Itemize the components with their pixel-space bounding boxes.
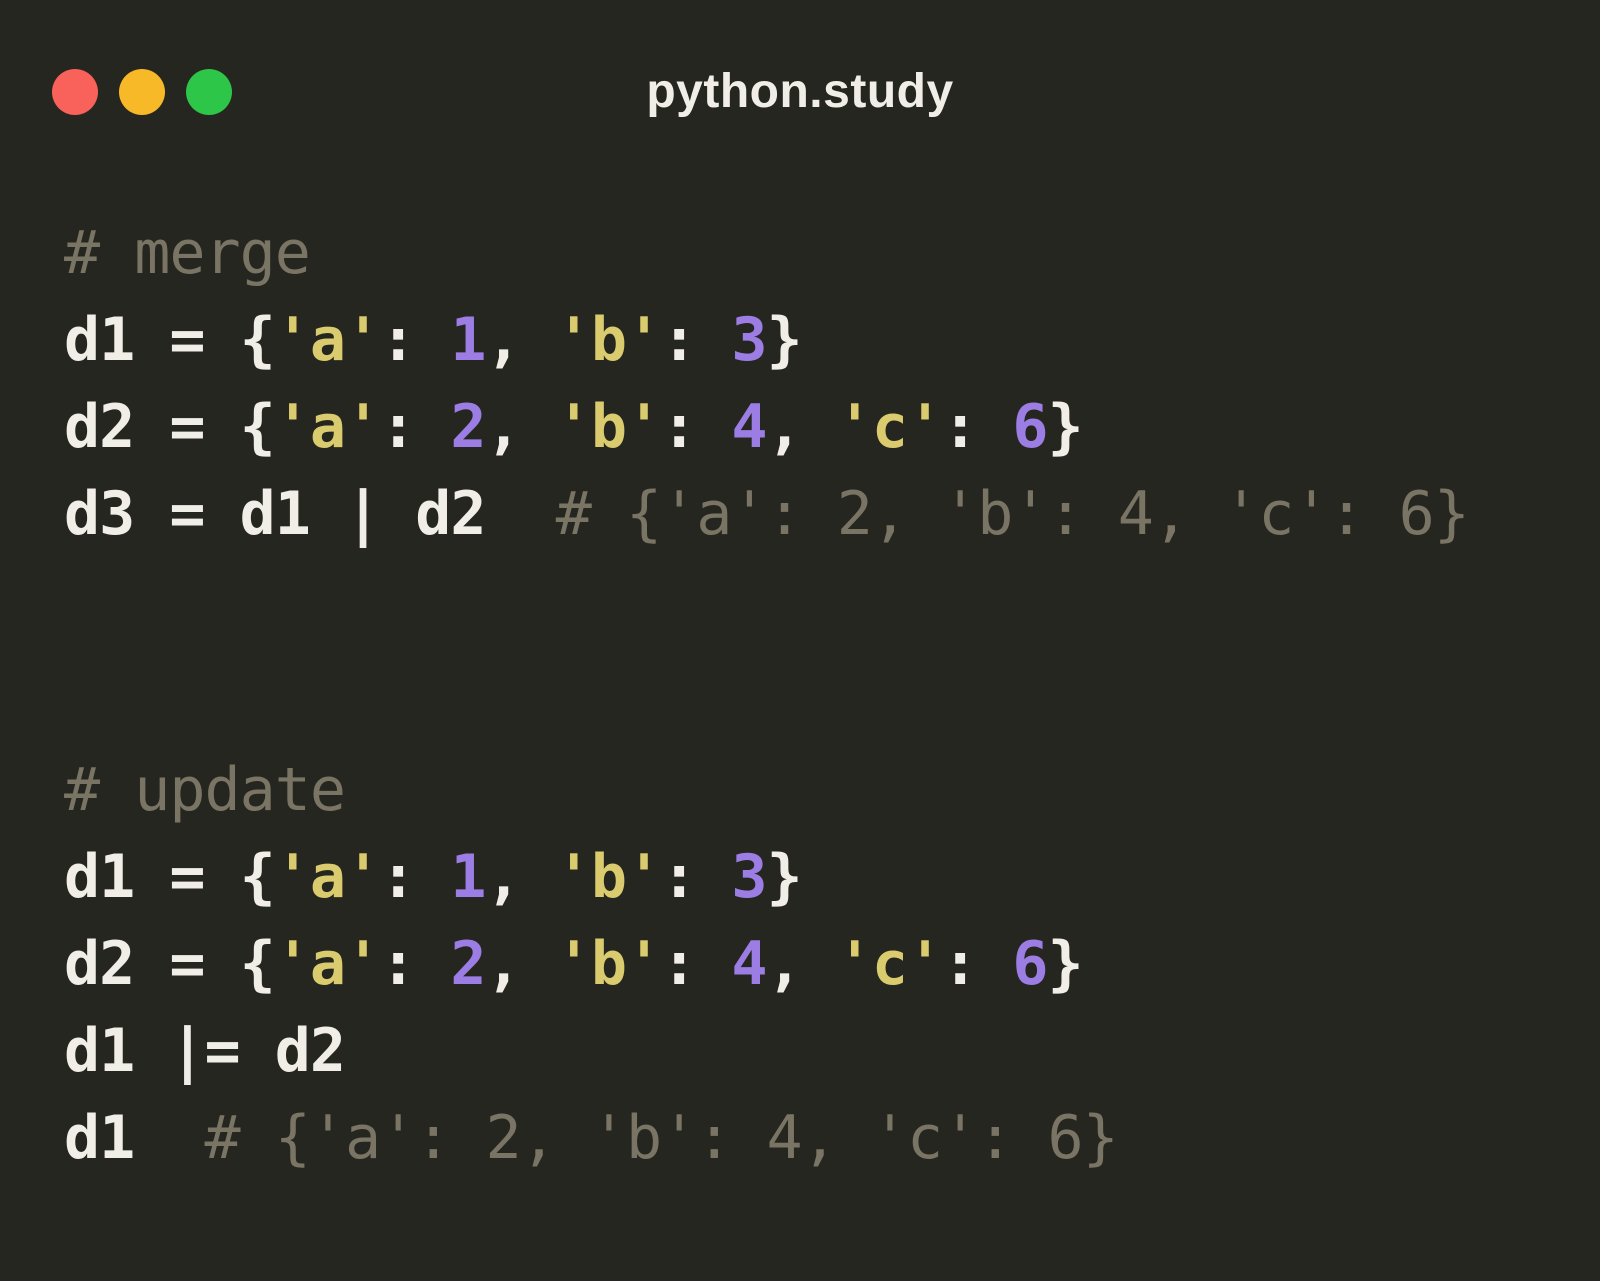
token-string: 'b'	[555, 842, 662, 912]
code-line: # merge	[64, 210, 1580, 297]
token-plain: d1 = {	[64, 305, 276, 375]
token-string: 'a'	[274, 842, 381, 912]
token-plain: ,	[766, 929, 837, 999]
token-number: 4	[731, 392, 767, 462]
code-line: d1 |= d2	[64, 1008, 1580, 1095]
token-string: 'a'	[274, 305, 381, 375]
token-plain: :	[380, 929, 451, 999]
token-plain: d2 = {	[64, 929, 276, 999]
token-plain: }	[766, 305, 803, 375]
titlebar: python.study	[0, 0, 1600, 160]
token-plain: :	[661, 842, 732, 912]
token-plain: :	[380, 842, 451, 912]
close-button[interactable]	[52, 69, 98, 115]
zoom-button[interactable]	[186, 69, 232, 115]
token-number: 6	[1012, 929, 1048, 999]
token-plain: d1	[64, 1103, 135, 1173]
minimize-button[interactable]	[119, 69, 165, 115]
token-comment: # {'a': 2, 'b': 4, 'c': 6}	[485, 479, 1470, 549]
token-number: 1	[450, 305, 486, 375]
token-plain: d1 |= d2	[64, 1016, 346, 1086]
token-plain: }	[1047, 929, 1084, 999]
token-string: 'b'	[555, 392, 662, 462]
token-comment: # {'a': 2, 'b': 4, 'c': 6}	[134, 1103, 1118, 1173]
code-line: d1 = {'a': 1, 'b': 3}	[64, 834, 1580, 921]
code-block: # merge d1 = {'a': 1, 'b': 3} d2 = {'a': 2…	[64, 210, 1580, 558]
token-plain: ,	[485, 392, 556, 462]
traffic-lights	[52, 69, 232, 115]
token-plain: :	[942, 392, 1013, 462]
token-plain: d2 = {	[64, 392, 276, 462]
token-plain: d3 = d1 | d2	[64, 479, 486, 549]
token-plain: ,	[485, 929, 556, 999]
code-line: d1 # {'a': 2, 'b': 4, 'c': 6}	[64, 1095, 1580, 1182]
token-plain: ,	[485, 842, 556, 912]
token-plain: :	[380, 392, 451, 462]
token-string: 'c'	[836, 929, 943, 999]
token-number: 4	[731, 929, 767, 999]
token-number: 2	[450, 929, 486, 999]
token-number: 3	[731, 305, 767, 375]
token-string: 'a'	[274, 392, 381, 462]
token-number: 2	[450, 392, 486, 462]
code-line: d3 = d1 | d2 # {'a': 2, 'b': 4, 'c': 6}	[64, 471, 1580, 558]
token-plain: d1 = {	[64, 842, 276, 912]
code-line: d1 = {'a': 1, 'b': 3}	[64, 297, 1580, 384]
token-plain: ,	[766, 392, 837, 462]
code-area: # merge d1 = {'a': 1, 'b': 3} d2 = {'a': 2…	[64, 210, 1580, 1182]
token-plain: }	[1047, 392, 1084, 462]
token-plain: :	[380, 305, 451, 375]
token-number: 3	[731, 842, 767, 912]
code-block: # update d1 = {'a': 1, 'b': 3} d2 = {'a': …	[64, 747, 1580, 1182]
window-title: python.study	[646, 65, 954, 118]
token-plain: :	[661, 929, 732, 999]
token-number: 1	[450, 842, 486, 912]
token-comment: # update	[64, 755, 346, 825]
token-plain: ,	[485, 305, 556, 375]
token-comment: # merge	[64, 218, 311, 288]
token-number: 6	[1012, 392, 1048, 462]
token-string: 'b'	[555, 305, 662, 375]
token-plain: :	[661, 392, 732, 462]
token-plain: }	[766, 842, 803, 912]
token-plain: :	[661, 305, 732, 375]
code-line: d2 = {'a': 2, 'b': 4, 'c': 6}	[64, 921, 1580, 1008]
token-plain: :	[942, 929, 1013, 999]
code-line: d2 = {'a': 2, 'b': 4, 'c': 6}	[64, 384, 1580, 471]
token-string: 'c'	[836, 392, 943, 462]
token-string: 'b'	[555, 929, 662, 999]
token-string: 'a'	[274, 929, 381, 999]
code-line: # update	[64, 747, 1580, 834]
